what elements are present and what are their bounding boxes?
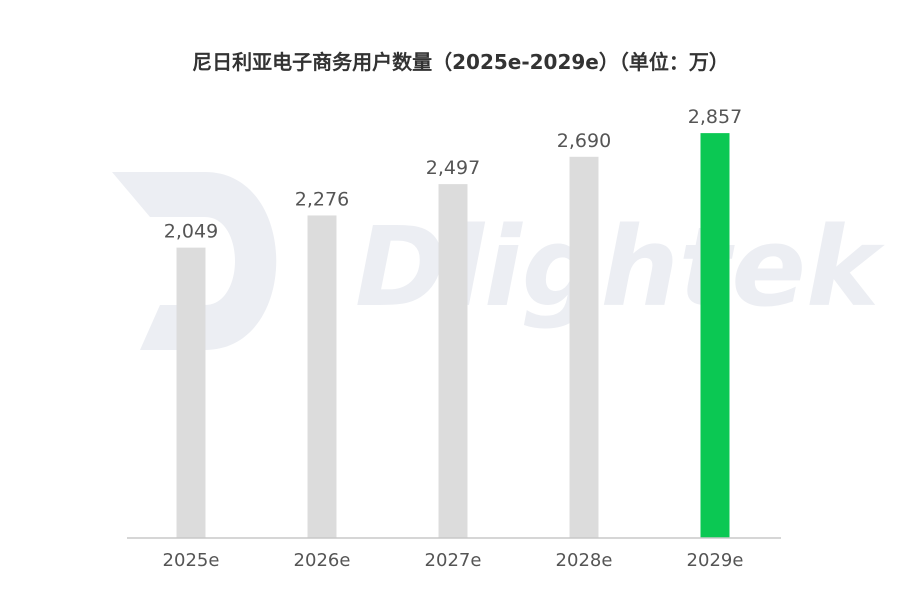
x-tick-label-2026e: 2026e [294, 550, 351, 571]
value-label-2028e: 2,690 [557, 130, 611, 152]
x-tick-label-2029e: 2029e [687, 550, 744, 571]
x-tick-label-2025e: 2025e [163, 550, 220, 571]
bar-2026e [307, 215, 337, 538]
watermark-text: Dlightek [355, 203, 885, 331]
value-label-2025e: 2,049 [164, 221, 218, 243]
value-labels-group: 2,049 2,276 2,497 2,690 2,857 [164, 106, 742, 243]
x-tick-label-2028e: 2028e [556, 550, 613, 571]
value-label-2027e: 2,497 [426, 157, 480, 179]
bar-2025e [176, 247, 206, 538]
watermark-logo: Dlightek [112, 172, 885, 350]
x-tick-label-2027e: 2027e [425, 550, 482, 571]
bar-2029e [700, 133, 730, 538]
bar-2027e [438, 184, 468, 538]
x-tick-labels-group: 2025e 2026e 2027e 2028e 2029e [163, 550, 744, 571]
value-label-2029e: 2,857 [688, 106, 742, 128]
chart-title: 尼日利亚电子商务用户数量（2025e-2029e）（单位：万） [192, 50, 729, 74]
bar-2028e [569, 156, 599, 538]
value-label-2026e: 2,276 [295, 188, 349, 210]
bars-group [176, 133, 730, 538]
